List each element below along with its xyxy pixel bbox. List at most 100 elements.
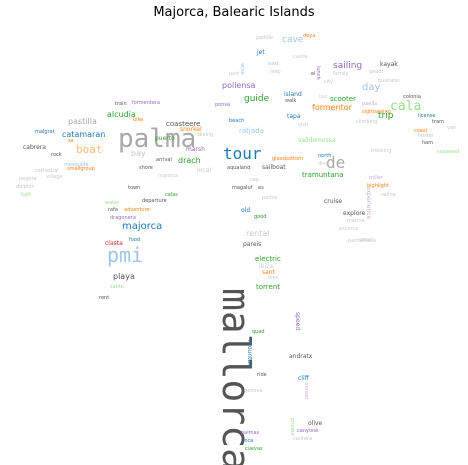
word-marsh: marsh [186,146,205,153]
word-glassbottom: glassbottom [272,156,303,162]
word-quad: quad [252,329,265,335]
word-jet: jet [257,49,265,56]
word-marine: marine [347,218,365,224]
word-cap: cap [250,177,259,183]
word-beach: beach [229,118,245,124]
word-village: village [46,174,63,180]
word-palmanova: palmanova [348,238,376,244]
word-alcudia: alcudia [107,110,136,119]
word-sailing: sailing [333,61,363,71]
word-city: city [324,79,334,85]
word-tour: tour [223,144,262,163]
word-mesquida: mesquida [64,162,89,168]
word-rental: rental [246,229,270,238]
word-palmas: palmas [241,430,260,436]
word-cave: cave [282,35,304,45]
word-speed: speed [294,312,301,331]
word-east: east [268,61,279,67]
word-sunset: sunset [303,383,309,400]
word-malgrat: malgrat [35,129,55,135]
word-pegera: pegera [19,176,37,182]
word-pastilla: pastilla [68,117,97,126]
word-valldemossa: valldemossa [298,137,336,144]
word-sant: sant [262,269,275,276]
word-paddle: paddle [256,35,274,41]
word-business: business [378,78,400,84]
word-private: private [289,418,295,436]
word-pareis: pareis [243,241,262,248]
word-food: food [129,237,141,243]
word-experience: experience [365,186,372,220]
word-majorca: majorca [158,173,179,179]
word-puerto: puerto [155,135,175,142]
word-ride: ride [257,372,267,378]
word-hostel: hostel [418,133,434,139]
word-formentera: formentera [132,100,161,106]
word-torrent: torrent [256,283,280,291]
word-pearl: pearl [360,237,373,243]
word-sightseeing: sightseeing [362,109,391,115]
word-lluc: lluc [319,94,328,100]
word-scooter: scooter [330,95,356,103]
word-coast: coast [414,128,428,134]
word-rock: rock [51,152,62,158]
word-magaluf: magaluf [232,185,253,191]
word-tapa: tapa [287,113,301,120]
word-el: el [311,71,316,77]
word-trip: trip [378,111,394,121]
word-adventure: adventure [124,207,150,213]
word-boat: boat [76,143,103,156]
word-kayak: kayak [380,61,398,68]
word-cathedral: cathedral [35,168,59,174]
word-andratx: andratx [289,353,313,360]
word-tramuntana: tramuntana [302,171,344,179]
word-rent: rent [99,295,110,301]
word-snorkel: snorkel [180,126,202,133]
word-visit: visit [298,122,309,128]
word-sa: sa [68,138,74,144]
word-old: old [241,207,251,214]
word-electric: electric [255,255,281,263]
word-escorca: escorca [339,226,359,232]
word-departure: departure [142,198,167,204]
word-palme: palme [262,195,278,201]
word-cruise: cruise [324,198,343,205]
word-mountain: mountain [246,340,253,369]
word-drach: drach [178,156,201,165]
word-cantera: cantera [293,436,313,442]
word-trekking: trekking [371,148,392,154]
word-miller: miller [369,175,384,181]
word-ratjada: ratjada [239,127,264,135]
word-dive: dive [318,161,329,167]
word-castle: castle [293,54,308,60]
word-salina: salina [381,192,396,198]
word-license: license [418,113,436,119]
word-walk: walk [285,98,297,104]
word-dragonera: dragonera [110,215,136,221]
word-de: de [326,153,346,172]
word-coasteere: coasteere [166,120,201,128]
word-pmi: pmi [107,243,144,267]
word-bike: bike [133,117,144,123]
word-tram: tram [432,119,444,125]
word-sailboat: sailboat [262,164,286,171]
word-deya: deya [303,33,316,39]
word-water: water [105,200,120,206]
word-cliff: cliff [298,375,309,382]
word-wine: wine [239,63,245,75]
word-island: island [284,91,302,98]
figure-title: Majorca, Balearic Islands [153,5,315,20]
word-genova: genova [244,388,263,394]
word-climbing: climbing [356,119,378,125]
word-es: es [258,185,264,191]
word-bay: bay [131,149,146,158]
word-port: port [229,71,240,77]
word-family: family [333,71,349,77]
word-inca: inca [243,438,254,444]
word-town: town [128,185,141,191]
word-van: van [447,125,457,131]
word-train: train [115,101,127,107]
word-calas: calas [165,192,178,198]
